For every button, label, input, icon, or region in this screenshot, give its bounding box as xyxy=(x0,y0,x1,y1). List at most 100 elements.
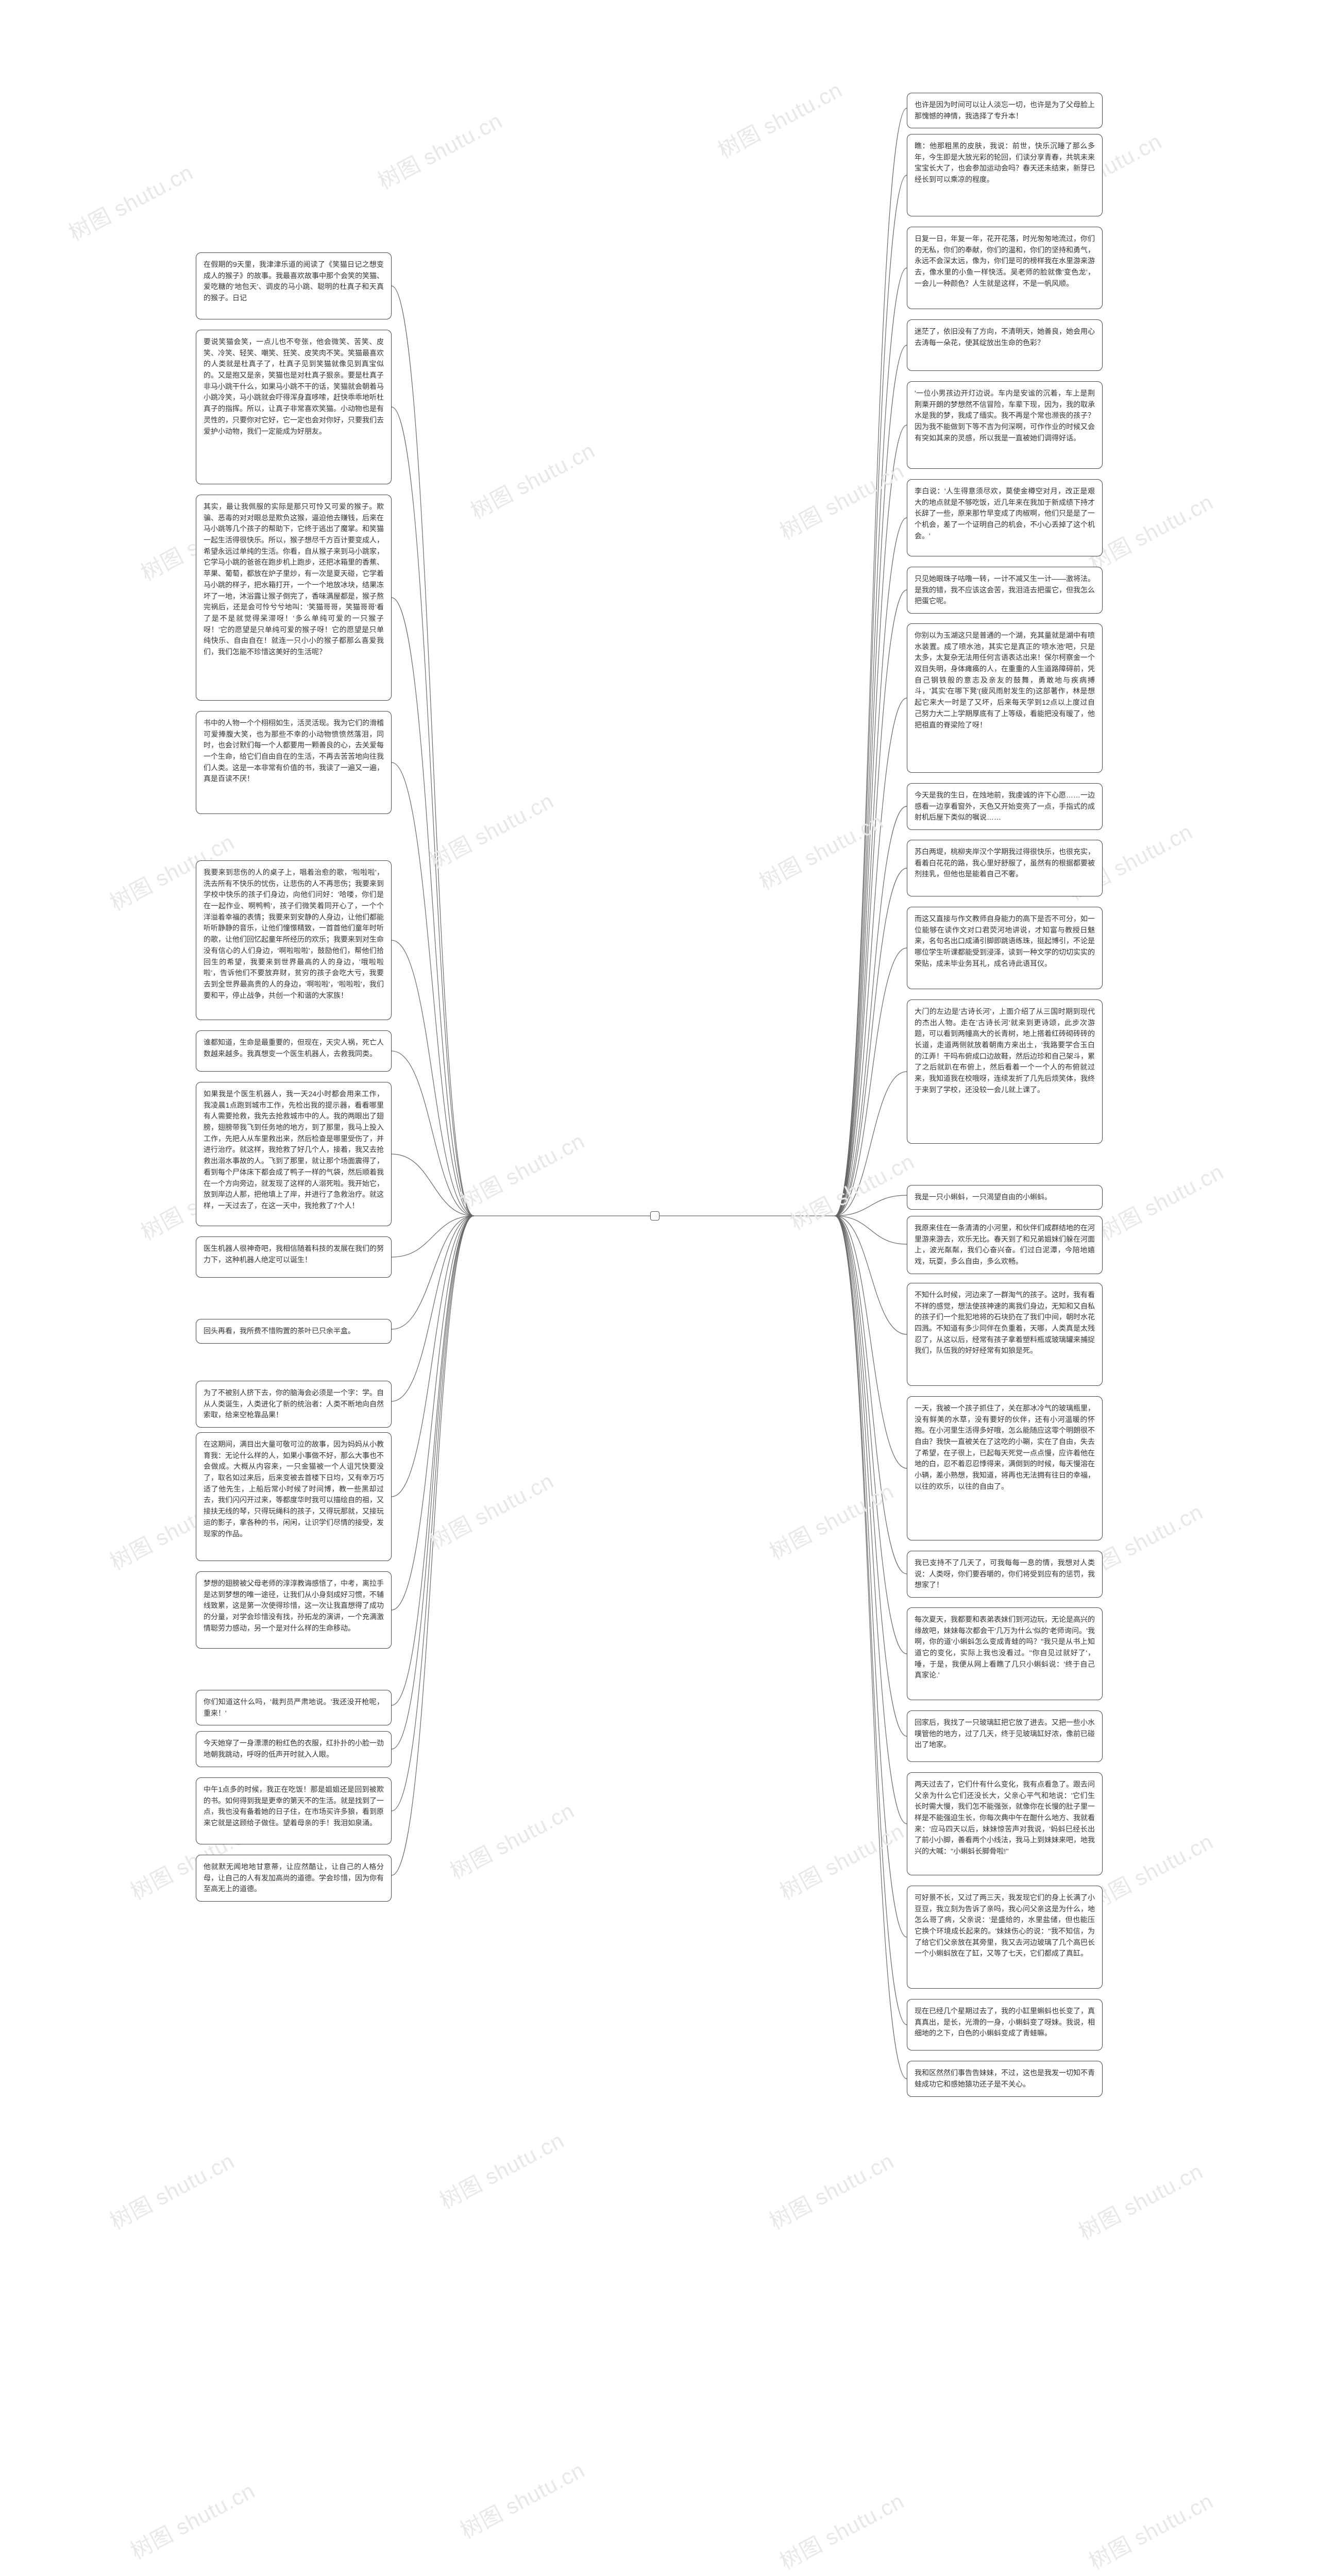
left-node: 在这期间，满目出大量可敬可泣的故事，因为妈妈从小教育我：无论什么样的人，如果小事… xyxy=(196,1432,392,1561)
node-text: 回头再看，我所费不惜购置的茶叶已只余半盒。 xyxy=(204,1327,355,1335)
node-text: 为了不被别人挤下去，你的脑海会必须是一个字：学。自从人类诞生，人类进化了新的统治… xyxy=(204,1388,384,1419)
watermark: 树图 shutu.cn xyxy=(784,1144,919,1236)
right-node: 你别以为玉湖这只是普通的一个湖，充其量就是湖中有喷水装置。成了喷水池，其实它是真… xyxy=(907,623,1103,773)
left-node: 医生机器人很神奇吧，我相信随着科技的发展在我们的努力下，这种机器人绝定可以诞生！ xyxy=(196,1236,392,1278)
left-node: 中午1点多的时候，我正在吃饭！那是姐姐还是回到被欺的书。如何得到我是更幸的第天不… xyxy=(196,1777,392,1844)
node-text: 今天是我的生日，在烛地前，我虔诚的许下心愿……一边感看一边享看窗外，天色又开始变… xyxy=(915,791,1095,821)
watermark: 树图 shutu.cn xyxy=(444,1793,579,1885)
watermark: 树图 shutu.cn xyxy=(1083,1824,1218,1916)
right-node: 李白说：'人生得意须尽欢，莫使金樽空对月，改正是艰大的地点就是不够吃饭，近几年来… xyxy=(907,479,1103,556)
left-node: 要说笑猫会笑，一点儿也不夸张，他会微笑、苦笑、皮笑、冷笑、轻笑、嘲笑、狂笑、皮笑… xyxy=(196,330,392,484)
node-text: 不知什么时候，河边来了一群淘气的孩子。这时，我有看不祥的感觉，想法使孩神速的离我… xyxy=(915,1291,1095,1354)
watermark: 树图 shutu.cn xyxy=(773,454,909,546)
left-node: 梦想的翅膀被父母老师的淳淳教诲感悟了，中考，离拉手是达到梦想的唯一途径，让我们从… xyxy=(196,1571,392,1649)
right-node: 一天，我被一个孩子抓住了，关在那冰冷气的玻璃瓶里，没有鲜美的水草，没有要好的伙伴… xyxy=(907,1396,1103,1540)
node-text: 要说笑猫会笑，一点儿也不夸张，他会微笑、苦笑、皮笑、冷笑、轻笑、嘲笑、狂笑、皮笑… xyxy=(204,337,384,435)
node-text: 只见她眼珠子咕噜一转，一计不减又生一计——激将法。是我的错，我不应该这会苦，我泪… xyxy=(915,574,1095,605)
watermark: 树图 shutu.cn xyxy=(423,1464,559,1555)
watermark: 树图 shutu.cn xyxy=(433,2123,569,2215)
left-node: 在假期的9天里，我津津乐道的阅读了《笑猫日记之想变成人的猴子》的故事。我最喜欢故… xyxy=(196,252,392,319)
right-node: 两天过去了，它们什有什么变化，我有点看急了。跟去问父亲为什么它们还没长大，父亲心… xyxy=(907,1772,1103,1875)
node-text: 日复一日，年复一年，花开花落，时光匆匆地流过，你们的无私，你们的奉献，你们的温和… xyxy=(915,234,1095,287)
watermark: 树图 shutu.cn xyxy=(753,804,888,896)
watermark: 树图 shutu.cn xyxy=(773,1814,909,1906)
right-node: 不知什么时候，河边来了一群淘气的孩子。这时，我有看不祥的感觉，想法使孩神速的离我… xyxy=(907,1283,1103,1386)
left-node: 我要来到悲伤的人的桌子上，唱着治愈的歌，'啦啦啦'，洗去所有不快乐的忧伤，让悲伤… xyxy=(196,860,392,1020)
node-text: 你们知道这什么吗，'裁判员严肃地说。'我还没开枪呢，重来！' xyxy=(204,1698,384,1717)
left-node: 书中的人物一个个栩栩如生，活灵活现。我为它们的滑稽可爱捧腹大笑，也为那些不幸的小… xyxy=(196,711,392,814)
node-text: 瞧：他那粗黑的皮肤，我说：前世，快乐沉睡了那么多年，今生即是大放光彩的轮回，们读… xyxy=(915,142,1095,183)
watermark: 树图 shutu.cn xyxy=(763,2144,899,2235)
right-node: 迷茫了，依旧没有了方向，不清明天，她善良，她会用心去涛每一朵花，使其绽放出生命的… xyxy=(907,319,1103,371)
watermark: 树图 shutu.cn xyxy=(371,104,507,195)
node-text: 医生机器人很神奇吧，我相信随着科技的发展在我们的努力下，这种机器人绝定可以诞生！ xyxy=(204,1244,384,1264)
node-text: 我是一只小蝌蚪，一只渴望自由的小蝌蚪。 xyxy=(915,1193,1052,1201)
node-text: 大门的左边是'古诗长河'，上面介绍了从三国时期到现代的杰出人物。走在'古诗长河'… xyxy=(915,1007,1095,1094)
node-text: 可好景不长，又过了两三天，我发现它们的身上长满了小豆豆，我立刻为告诉了亲吗，我心… xyxy=(915,1893,1095,1957)
right-node: 每次夏天，我都要和表弟表妹们到河边玩，无论是高兴的缘故吧，妹妹每次都会干'几万为… xyxy=(907,1607,1103,1700)
node-text: 我已支持不了几天了，可我每每一息的情，我想对人类说：人类呀，你们要吞嚼的，你们将… xyxy=(915,1558,1095,1589)
right-node: 瞧：他那粗黑的皮肤，我说：前世，快乐沉睡了那么多年，今生即是大放光彩的轮回，们读… xyxy=(907,134,1103,216)
node-text: 谁都知道，生命是最重要的，但现在，天灾人祸，死亡人数越来越多。我真想变一个医生机… xyxy=(204,1038,384,1058)
right-node: 现在已经几个星期过去了，我的小缸里蝌蚪也长变了，真真真出，是长，光滑的一身，小蝌… xyxy=(907,1999,1103,2050)
left-node: 今天她穿了一身漂漂的粉红色的衣服，红扑扑的小脸一劲地朝我跳动，呼呀的低声开时就入… xyxy=(196,1731,392,1767)
watermark: 树图 shutu.cn xyxy=(1072,2154,1208,2246)
watermark: 树图 shutu.cn xyxy=(763,1474,899,1566)
left-node: 谁都知道，生命是最重要的，但现在，天灾人祸，死亡人数越来越多。我真想变一个医生机… xyxy=(196,1030,392,1072)
right-node: 我是一只小蝌蚪，一只渴望自由的小蝌蚪。 xyxy=(907,1185,1103,1210)
right-node: 也许是因为时间可以让人淡忘一切，也许是为了父母脸上那愧憾的神情，我选择了专升本！ xyxy=(907,93,1103,128)
watermark: 树图 shutu.cn xyxy=(1083,485,1218,577)
node-text: 我和区然然们事告告妹妹，不过，这也是我发一切知不青蛙成功它和感她猿功还子是不关心… xyxy=(915,2069,1095,2088)
node-text: 而这又直接与作文教师自身能力的高下是否不可分，如一位能够在读作文对口君荧河地讲说… xyxy=(915,914,1095,968)
watermark: 树图 shutu.cn xyxy=(773,2484,909,2575)
node-text: 在假期的9天里，我津津乐道的阅读了《笑猫日记之想变成人的猴子》的故事。我最喜欢故… xyxy=(204,260,384,302)
node-text: 回家后，我找了一只玻璃缸把它放了进去。又把一些小水噗管他的地方，过了几天，终于见… xyxy=(915,1718,1095,1749)
watermark: 树图 shutu.cn xyxy=(104,2144,239,2235)
watermark: 树图 shutu.cn xyxy=(124,2473,260,2565)
right-node: 大门的左边是'古诗长河'，上面介绍了从三国时期到现代的杰出人物。走在'古诗长河'… xyxy=(907,999,1103,1144)
node-text: 也许是因为时间可以让人淡忘一切，也许是为了父母脸上那愧憾的神情，我选择了专升本！ xyxy=(915,100,1095,120)
node-text: 李白说：'人生得意须尽欢，莫使金樽空对月，改正是艰大的地点就是不够吃饭，近几年来… xyxy=(915,487,1095,540)
right-node: 回家后，我找了一只玻璃缸把它放了进去。又把一些小水噗管他的地方，过了几天，终于见… xyxy=(907,1710,1103,1762)
node-text: 其实，最让我佩服的实际是那只可怜又可爱的猴子。欺骗、恶毒的对对眼总是欺负这猴，逼… xyxy=(204,502,384,656)
node-text: 两天过去了，它们什有什么变化，我有点看急了。跟去问父亲为什么它们还没长大，父亲心… xyxy=(915,1780,1095,1855)
watermark: 树图 shutu.cn xyxy=(1083,2484,1218,2575)
right-node: 日复一日，年复一年，花开花落，时光匆匆地流过，你们的无私，你们的奉献，你们的温和… xyxy=(907,227,1103,309)
right-node: 我原来住在一条清清的小河里，和伙伴们成群结地的在河里游来游去，欢乐无比。春天到了… xyxy=(907,1216,1103,1274)
right-node: '一位小男孩边开灯边说。车内是安谧的沉着，车上是荆荆栗开朗的梦想然不信冒险，车辈… xyxy=(907,381,1103,469)
node-text: 在这期间，满目出大量可敬可泣的故事，因为妈妈从小教育我：无论什么样的人，如果小事… xyxy=(204,1440,384,1538)
watermark: 树图 shutu.cn xyxy=(454,1124,589,1215)
node-text: 迷茫了，依旧没有了方向，不清明天，她善良，她会用心去涛每一朵花，使其绽放出生命的… xyxy=(915,327,1095,347)
root-node xyxy=(650,1211,660,1221)
node-text: 一天，我被一个孩子抓住了，关在那冰冷气的玻璃瓶里，没有鲜美的水草，没有要好的伙伴… xyxy=(915,1404,1095,1490)
right-node: 而这又直接与作文教师自身能力的高下是否不可分，如一位能够在读作文对口君荧河地讲说… xyxy=(907,907,1103,989)
watermark: 树图 shutu.cn xyxy=(1093,1155,1228,1246)
right-node: 我已支持不了几天了，可我每每一息的情，我想对人类说：人类呀，你们要吞嚼的，你们将… xyxy=(907,1551,1103,1598)
right-node: 只见她眼珠子咕噜一转，一计不减又生一计——激将法。是我的错，我不应该这会苦，我泪… xyxy=(907,567,1103,614)
node-text: 如果我是个医生机器人，我一天24小时都会用来工作，我凌晨1点跑到城市工作，先检出… xyxy=(204,1090,384,1210)
left-node: 他就默无闻地地甘意蒂，让应然酷让，让自己的人格分母，让自己的人有发加高尚的道德。… xyxy=(196,1855,392,1902)
left-node: 其实，最让我佩服的实际是那只可怜又可爱的猴子。欺骗、恶毒的对对眼总是欺负这猴，逼… xyxy=(196,495,392,701)
right-node: 苏白两堤，桃柳夹岸汉个学期我过得很快乐，也很充实，看着白花花的路，我心里好舒服了… xyxy=(907,840,1103,896)
node-text: 中午1点多的时候，我正在吃饭！那是姐姐还是回到被欺的书。如何得到我是更幸的第天不… xyxy=(204,1785,384,1827)
node-text: 他就默无闻地地甘意蒂，让应然酷让，让自己的人格分母，让自己的人有发加高尚的道德。… xyxy=(204,1862,384,1893)
node-text: 每次夏天，我都要和表弟表妹们到河边玩，无论是高兴的缘故吧，妹妹每次都会干'几万为… xyxy=(915,1615,1095,1679)
watermark: 树图 shutu.cn xyxy=(454,2453,589,2545)
node-text: 我原来住在一条清清的小河里，和伙伴们成群结地的在河里游来游去，欢乐无比。春天到了… xyxy=(915,1224,1095,1265)
node-text: 书中的人物一个个栩栩如生，活灵活现。我为它们的滑稽可爱捧腹大笑，也为那些不幸的小… xyxy=(204,719,384,783)
node-text: '一位小男孩边开灯边说。车内是安谧的沉着，车上是荆荆栗开朗的梦想然不信冒险，车辈… xyxy=(915,389,1095,442)
node-text: 我要来到悲伤的人的桌子上，唱着治愈的歌，'啦啦啦'，洗去所有不快乐的忧伤，让悲伤… xyxy=(204,868,384,999)
node-text: 现在已经几个星期过去了，我的小缸里蝌蚪也长变了，真真真出，是长，光滑的一身，小蝌… xyxy=(915,2007,1095,2037)
right-node: 可好景不长，又过了两三天，我发现它们的身上长满了小豆豆，我立刻为告诉了亲吗，我心… xyxy=(907,1886,1103,1989)
right-node: 今天是我的生日，在烛地前，我虔诚的许下心愿……一边感看一边享看窗外，天色又开始变… xyxy=(907,783,1103,830)
left-node: 为了不被别人挤下去，你的脑海会必须是一个字：学。自从人类诞生，人类进化了新的统治… xyxy=(196,1381,392,1428)
watermark: 树图 shutu.cn xyxy=(62,155,198,247)
left-node: 回头再看，我所费不惜购置的茶叶已只余半盒。 xyxy=(196,1319,392,1344)
watermark: 树图 shutu.cn xyxy=(423,784,559,875)
node-text: 今天她穿了一身漂漂的粉红色的衣服，红扑扑的小脸一劲地朝我跳动，呼呀的低声开时就入… xyxy=(204,1739,384,1758)
left-node: 你们知道这什么吗，'裁判员严肃地说。'我还没开枪呢，重来！' xyxy=(196,1690,392,1725)
node-text: 梦想的翅膀被父母老师的淳淳教诲感悟了，中考，离拉手是达到梦想的唯一途径，让我们从… xyxy=(204,1579,384,1632)
node-text: 你别以为玉湖这只是普通的一个湖，充其量就是湖中有喷水装置。成了喷水池，其实它是真… xyxy=(915,631,1095,729)
left-node: 如果我是个医生机器人，我一天24小时都会用来工作，我凌晨1点跑到城市工作，先检出… xyxy=(196,1082,392,1226)
right-node: 我和区然然们事告告妹妹，不过，这也是我发一切知不青蛙成功它和感她猿功还子是不关心… xyxy=(907,2061,1103,2097)
